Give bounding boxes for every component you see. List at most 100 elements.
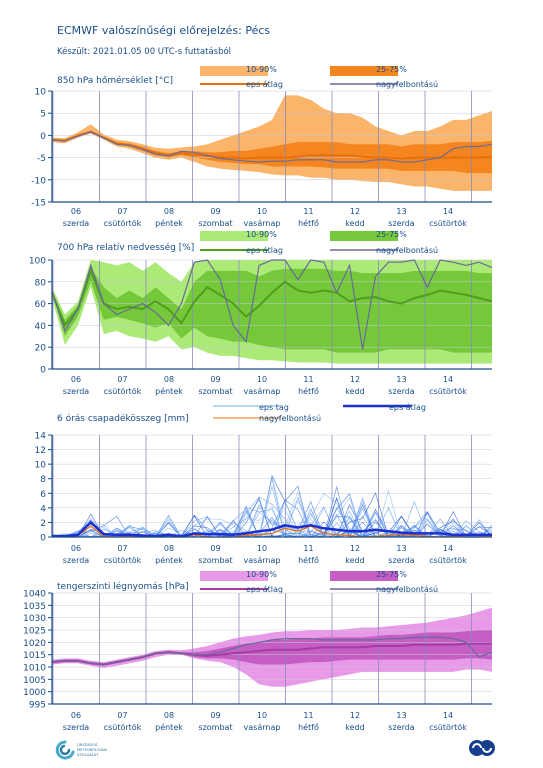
x-tick-label-day: 13 bbox=[396, 544, 406, 553]
x-tick-label-weekday: csütörtök bbox=[429, 219, 467, 228]
y-tick-label: 80 bbox=[35, 278, 47, 288]
x-tick-label-weekday: vasárnap bbox=[244, 723, 281, 732]
y-tick-label: 0 bbox=[40, 132, 46, 142]
y-tick-label: 1040 bbox=[23, 590, 46, 600]
x-tick-label-day: 07 bbox=[117, 711, 127, 720]
x-tick-label-weekday: szerda bbox=[388, 387, 415, 396]
x-tick-label-weekday: vasárnap bbox=[244, 219, 281, 228]
series-eps-member bbox=[52, 496, 492, 538]
x-tick-label-day: 10 bbox=[257, 207, 267, 216]
x-tick-label-day: 06 bbox=[71, 375, 81, 384]
page-title: ECMWF valószínűségi előrejelzés: Pécs bbox=[57, 24, 271, 37]
legend-outer-label: 10-90% bbox=[246, 230, 277, 239]
y-tick-label: 0 bbox=[40, 366, 46, 376]
legend-mean-label: eps átlag bbox=[246, 585, 283, 594]
y-tick-label: 1035 bbox=[23, 602, 46, 612]
legend-inner-label: 25-75% bbox=[376, 570, 407, 579]
x-tick-label-weekday: péntek bbox=[155, 218, 183, 228]
x-tick-label-weekday: kedd bbox=[345, 219, 364, 228]
y-tick-label: 40 bbox=[35, 322, 47, 332]
band-25-75 bbox=[52, 267, 492, 353]
x-tick-label-weekday: szerda bbox=[63, 556, 90, 565]
x-tick-label-weekday: szombat bbox=[198, 556, 232, 565]
legend-members-label: eps tag bbox=[259, 403, 289, 412]
x-tick-label-weekday: csütörtök bbox=[104, 219, 142, 228]
ecmwf-logo bbox=[468, 738, 496, 762]
x-tick-label-weekday: hétfő bbox=[298, 722, 319, 732]
panel-title: 850 hPa hőmérséklet [°C] bbox=[57, 75, 173, 86]
svg-text:ORSZÁGOS: ORSZÁGOS bbox=[77, 742, 98, 747]
x-tick-label-weekday: vasárnap bbox=[244, 556, 281, 565]
x-tick-label-day: 13 bbox=[396, 711, 406, 720]
y-tick-label: 1005 bbox=[23, 676, 46, 686]
y-tick-label: 1015 bbox=[23, 651, 46, 661]
y-tick-label: 6 bbox=[40, 490, 46, 500]
x-tick-label-day: 07 bbox=[117, 375, 127, 384]
x-tick-label-day: 08 bbox=[164, 544, 174, 553]
legend-inner-label: 25-75% bbox=[376, 230, 407, 239]
series-eps-mean bbox=[51, 268, 493, 328]
y-tick-label: 8 bbox=[40, 475, 46, 485]
legend-inner-label: 25-75% bbox=[376, 65, 407, 74]
x-tick-label-weekday: szombat bbox=[198, 387, 232, 396]
y-tick-label: 1025 bbox=[23, 627, 46, 637]
y-tick-label: 995 bbox=[29, 701, 46, 711]
y-tick-label: 1010 bbox=[23, 664, 46, 674]
x-tick-label-day: 13 bbox=[396, 375, 406, 384]
legend-swatch-inner bbox=[330, 66, 398, 76]
y-tick-label: -5 bbox=[37, 154, 46, 164]
legend-mean-label: eps átlag bbox=[246, 246, 283, 255]
x-tick-label-weekday: csütörtök bbox=[104, 556, 142, 565]
x-tick-label-day: 07 bbox=[117, 544, 127, 553]
series-hires bbox=[51, 131, 493, 163]
x-tick-label-weekday: szombat bbox=[198, 219, 232, 228]
x-tick-label-day: 11 bbox=[303, 711, 313, 720]
panel-humidity: 10-90% 25-75% eps átlag nagyfelbontású 7… bbox=[29, 230, 493, 396]
x-tick-label-weekday: hétfő bbox=[298, 218, 319, 228]
x-tick-label-day: 11 bbox=[303, 544, 313, 553]
x-tick-label-day: 08 bbox=[164, 375, 174, 384]
y-tick-label: 100 bbox=[29, 257, 46, 267]
legend-swatch-inner bbox=[330, 571, 398, 581]
y-tick-label: 10 bbox=[35, 88, 47, 98]
panel-title: tengerszinti légnyomás [hPa] bbox=[57, 581, 189, 592]
y-tick-label: -10 bbox=[31, 176, 46, 186]
legend-swatch-outer bbox=[200, 66, 268, 76]
x-tick-label-day: 09 bbox=[210, 711, 220, 720]
x-tick-label-weekday: szombat bbox=[198, 723, 232, 732]
x-tick-label-day: 12 bbox=[350, 375, 360, 384]
legend-hires-label: nagyfelbontású bbox=[376, 585, 438, 594]
series-eps-mean bbox=[52, 520, 492, 538]
legend-hires-label: nagyfelbontású bbox=[259, 414, 321, 423]
x-tick-label-weekday: kedd bbox=[345, 556, 364, 565]
x-tick-label-day: 09 bbox=[210, 544, 220, 553]
x-tick-label-weekday: szerda bbox=[63, 219, 90, 228]
omsz-logo: ORSZÁGOS METEOROLÓGIAI SZOLGÁLAT bbox=[53, 739, 123, 765]
x-tick-label-weekday: szerda bbox=[388, 556, 415, 565]
x-tick-label-day: 07 bbox=[117, 207, 127, 216]
svg-text:METEOROLÓGIAI: METEOROLÓGIAI bbox=[77, 747, 107, 752]
omsz-logo-graphic: ORSZÁGOS METEOROLÓGIAI SZOLGÁLAT bbox=[55, 740, 107, 760]
x-tick-label-day: 08 bbox=[164, 711, 174, 720]
x-tick-label-day: 12 bbox=[350, 711, 360, 720]
x-tick-label-weekday: csütörtök bbox=[429, 556, 467, 565]
x-tick-label-weekday: péntek bbox=[155, 555, 183, 565]
x-tick-label-weekday: csütörtök bbox=[429, 387, 467, 396]
legend-mean-label: eps átlag bbox=[389, 403, 426, 412]
y-tick-label: 14 bbox=[35, 432, 47, 442]
y-tick-label: 2 bbox=[40, 519, 46, 529]
x-tick-label-day: 11 bbox=[303, 207, 313, 216]
x-tick-label-weekday: hétfő bbox=[298, 386, 319, 396]
page-subtitle: Készült: 2021.01.05 00 UTC-s futtatásból bbox=[57, 47, 232, 57]
y-tick-label: 0 bbox=[40, 534, 46, 544]
y-tick-label: 5 bbox=[40, 110, 46, 120]
x-tick-label-weekday: csütörtök bbox=[104, 387, 142, 396]
x-tick-label-day: 14 bbox=[443, 544, 453, 553]
x-tick-label-day: 09 bbox=[210, 375, 220, 384]
legend-mean-label: eps átlag bbox=[246, 80, 283, 89]
x-tick-label-weekday: kedd bbox=[345, 723, 364, 732]
x-tick-label-weekday: szerda bbox=[388, 219, 415, 228]
ecmwf-logo-graphic bbox=[469, 740, 495, 756]
panel-temperature: 10-90% 25-75% eps átlag nagyfelbontású 8… bbox=[31, 65, 493, 228]
